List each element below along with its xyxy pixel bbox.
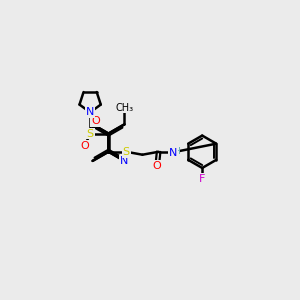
Text: S: S: [123, 147, 130, 157]
Text: N: N: [120, 156, 129, 166]
Text: H: H: [173, 147, 180, 156]
Text: CH₃: CH₃: [115, 103, 134, 112]
Text: O: O: [91, 116, 100, 126]
Text: F: F: [199, 174, 206, 184]
Text: O: O: [80, 141, 89, 151]
Text: S: S: [87, 128, 94, 139]
Text: N: N: [169, 148, 177, 158]
Text: O: O: [153, 161, 161, 171]
Text: N: N: [86, 107, 94, 117]
